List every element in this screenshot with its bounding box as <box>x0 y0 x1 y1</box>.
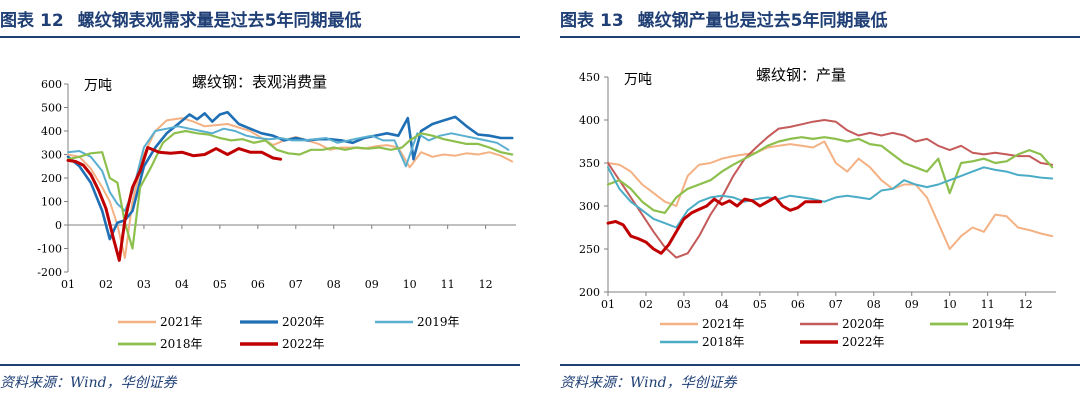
x-tick-label: 08 <box>867 298 881 311</box>
legend-label: 2021年 <box>160 315 203 329</box>
figure-panel-12: 图表 12 螺纹钢表观需求量是过去5年同期最低 -200 -100 0 100 200 300… <box>0 11 520 391</box>
y-tick-label: 300 <box>579 200 600 213</box>
x-tick-label: 09 <box>365 278 379 291</box>
unit-label: 万吨 <box>624 72 652 88</box>
x-tick-label: 05 <box>753 298 767 311</box>
y-tick-label: 450 <box>579 71 600 84</box>
title-rule <box>0 36 520 38</box>
x-tick-label: 11 <box>441 278 455 291</box>
legend-label: 2018年 <box>160 337 203 351</box>
series-line-2018年 <box>607 166 1054 229</box>
x-tick-label: 07 <box>289 278 303 291</box>
x-tick-label: 04 <box>175 278 189 291</box>
title-rule <box>560 36 1080 38</box>
figure-title: 图表 12 螺纹钢表观需求量是过去5年同期最低 <box>0 11 362 31</box>
series-line-2022年 <box>606 195 823 255</box>
y-tick-label: 200 <box>41 172 62 185</box>
footer-rule <box>560 364 1080 366</box>
y-tick-label: 300 <box>41 149 62 162</box>
legend-label: 2020年 <box>282 315 325 329</box>
x-tick-label: 02 <box>99 278 113 291</box>
series-line-2018年 <box>66 129 514 250</box>
footer-rule <box>0 364 520 366</box>
figure-title: 图表 13 螺纹钢产量也是过去5年同期最低 <box>560 11 888 31</box>
y-tick-label: 500 <box>41 102 62 115</box>
x-tick-label: 05 <box>213 278 227 291</box>
x-tick-label: 01 <box>61 278 75 291</box>
x-tick-label: 11 <box>981 298 995 311</box>
x-tick-label: 10 <box>403 278 417 291</box>
legend-label: 2022年 <box>282 337 325 351</box>
y-tick-label: 200 <box>579 286 600 299</box>
series-line-2022年 <box>66 146 283 262</box>
x-tick-label: 10 <box>943 298 957 311</box>
x-tick-label: 02 <box>639 298 653 311</box>
y-tick-label: 250 <box>579 243 600 256</box>
y-tick-label: 100 <box>41 196 62 209</box>
source-note: 资料来源：Wind，华创证券 <box>560 375 737 391</box>
series-line-2019年 <box>606 136 1054 214</box>
legend-label: 2021年 <box>702 317 745 331</box>
y-tick-label: 400 <box>579 114 600 127</box>
y-tick-label: 350 <box>579 157 600 170</box>
x-tick-label: 01 <box>601 298 615 311</box>
legend-label: 2018年 <box>702 335 745 349</box>
y-tick-label: -100 <box>37 243 62 256</box>
x-tick-label: 12 <box>479 278 493 291</box>
x-tick-label: 03 <box>137 278 151 291</box>
y-tick-label: 600 <box>41 78 62 91</box>
legend-label: 2020年 <box>842 317 885 331</box>
x-tick-label: 06 <box>791 298 805 311</box>
x-tick-label: 07 <box>829 298 843 311</box>
x-tick-label: 03 <box>677 298 691 311</box>
x-tick-label: 08 <box>327 278 341 291</box>
legend-label: 2022年 <box>842 335 885 349</box>
unit-label: 万吨 <box>84 78 112 94</box>
series-line-2020年 <box>607 119 1054 259</box>
source-note: 资料来源：Wind，华创证券 <box>0 375 177 391</box>
legend-label: 2019年 <box>972 317 1015 331</box>
x-tick-label: 04 <box>715 298 729 311</box>
series-line-2020年 <box>66 110 514 241</box>
figure-panel-13: 图表 13 螺纹钢产量也是过去5年同期最低 200 250 300 350 400 450 01… <box>560 0 1080 404</box>
y-tick-label: 400 <box>41 125 62 138</box>
x-tick-label: 09 <box>905 298 919 311</box>
chart-production: 200 250 300 350 400 450 01 02 03 04 05 06 07 08 09 10 11… <box>579 66 1056 349</box>
chart-title: 螺纹钢：表观消费量 <box>192 73 327 91</box>
chart-title: 螺纹钢：产量 <box>756 66 846 84</box>
y-tick-label: 0 <box>55 219 62 232</box>
series-line-2021年 <box>607 140 1054 250</box>
x-tick-label: 12 <box>1019 298 1033 311</box>
x-tick-label: 06 <box>251 278 265 291</box>
legend-label: 2019年 <box>417 315 460 329</box>
chart-apparent-consumption: -200 -100 0 100 200 300 400 500 600 01 02 03 04 05 06 0… <box>37 73 516 351</box>
y-tick-label: -200 <box>37 266 62 279</box>
